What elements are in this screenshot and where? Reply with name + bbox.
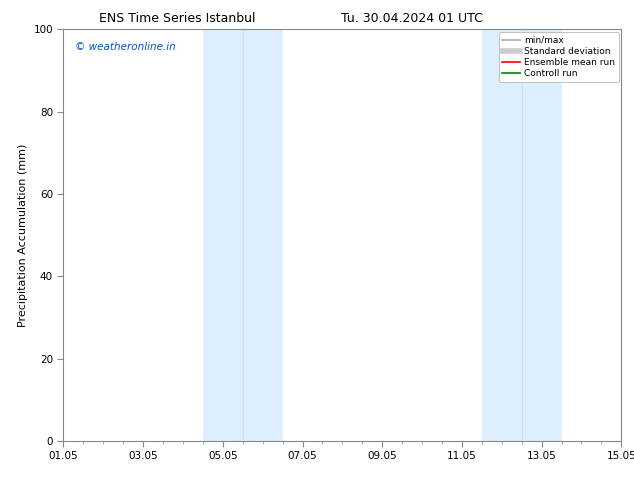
Y-axis label: Precipitation Accumulation (mm): Precipitation Accumulation (mm)	[18, 144, 28, 327]
Bar	[522, 29, 562, 441]
Text: Tu. 30.04.2024 01 UTC: Tu. 30.04.2024 01 UTC	[341, 12, 483, 25]
Text: © weatheronline.in: © weatheronline.in	[75, 42, 176, 52]
Text: ENS Time Series Istanbul: ENS Time Series Istanbul	[100, 12, 256, 25]
Bar	[203, 29, 243, 441]
Bar	[243, 29, 283, 441]
Bar	[482, 29, 522, 441]
Legend: min/max, Standard deviation, Ensemble mean run, Controll run: min/max, Standard deviation, Ensemble me…	[499, 32, 619, 82]
